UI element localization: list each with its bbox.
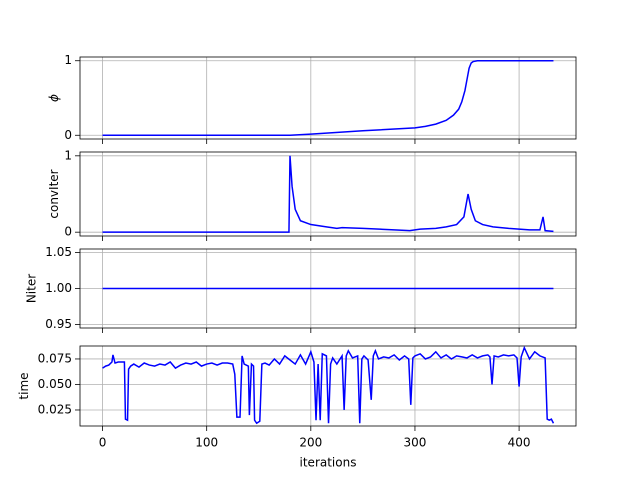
subplot: 0.95 1.00 1.05 Niter (25, 245, 577, 333)
y-tick-label: 0.95 (45, 317, 72, 331)
y-axis-label: time (17, 372, 31, 399)
x-axis-label: iterations (300, 456, 357, 470)
y-tick-label: 0 (64, 128, 72, 142)
axes-frame (79, 151, 577, 237)
y-tick-label: 1.05 (45, 245, 72, 259)
subplot: 0 1 ϕ (47, 53, 577, 144)
data-line (102, 155, 554, 233)
axes-frame (79, 248, 577, 329)
y-tick-label: 1 (64, 53, 72, 67)
x-tick-label: 200 (299, 436, 322, 450)
axes-frame (79, 345, 577, 427)
y-tick-label: 1.00 (45, 281, 72, 295)
y-tick-label: 0.025 (38, 402, 72, 416)
axes-frame (79, 56, 577, 140)
subplot: 0 100 200 300 400 0.025 0.050 0.075 time iteratio… (17, 345, 577, 470)
data-line (102, 59, 554, 137)
x-tick-label: 0 (99, 436, 107, 450)
y-axis-label: convIter (47, 169, 61, 218)
y-tick-label: 1 (64, 148, 72, 162)
y-tick-label: 0.050 (38, 377, 72, 391)
x-tick-label: 100 (195, 436, 218, 450)
y-axis-label: Niter (25, 274, 39, 303)
y-tick-label: 0.075 (38, 351, 72, 365)
x-tick-label: 400 (508, 436, 531, 450)
y-axis-label: ϕ (47, 94, 61, 102)
x-tick-label: 300 (404, 436, 427, 450)
y-tick-label: 0 (64, 225, 72, 239)
data-line (102, 345, 555, 425)
